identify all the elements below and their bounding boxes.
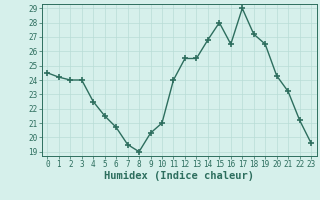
X-axis label: Humidex (Indice chaleur): Humidex (Indice chaleur) <box>104 171 254 181</box>
